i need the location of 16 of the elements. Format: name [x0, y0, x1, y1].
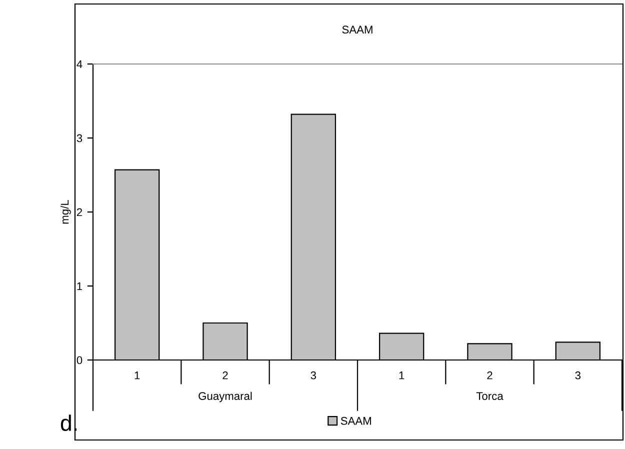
y-tick-label: 4	[76, 60, 82, 68]
x-tick-label: 3	[575, 371, 581, 380]
y-tick-label: 1	[77, 282, 82, 290]
text: Torca	[476, 392, 504, 400]
legend-label: SAAM	[340, 416, 371, 425]
x-tick-label: 2	[487, 371, 492, 380]
x-tick-label: 1	[399, 372, 404, 380]
y-tick-label: 0	[76, 356, 82, 364]
y-tick-label: 2	[76, 208, 82, 216]
text: Guaymaral	[198, 392, 252, 402]
y-tick-label: 3	[76, 134, 82, 142]
chart-title: SAAM	[342, 26, 372, 34]
y-axis-title: mg/L	[60, 200, 71, 224]
x-tick-label: 2	[222, 371, 228, 380]
x-tick-label: 1	[134, 372, 140, 380]
x-tick-label: 3	[310, 371, 316, 380]
